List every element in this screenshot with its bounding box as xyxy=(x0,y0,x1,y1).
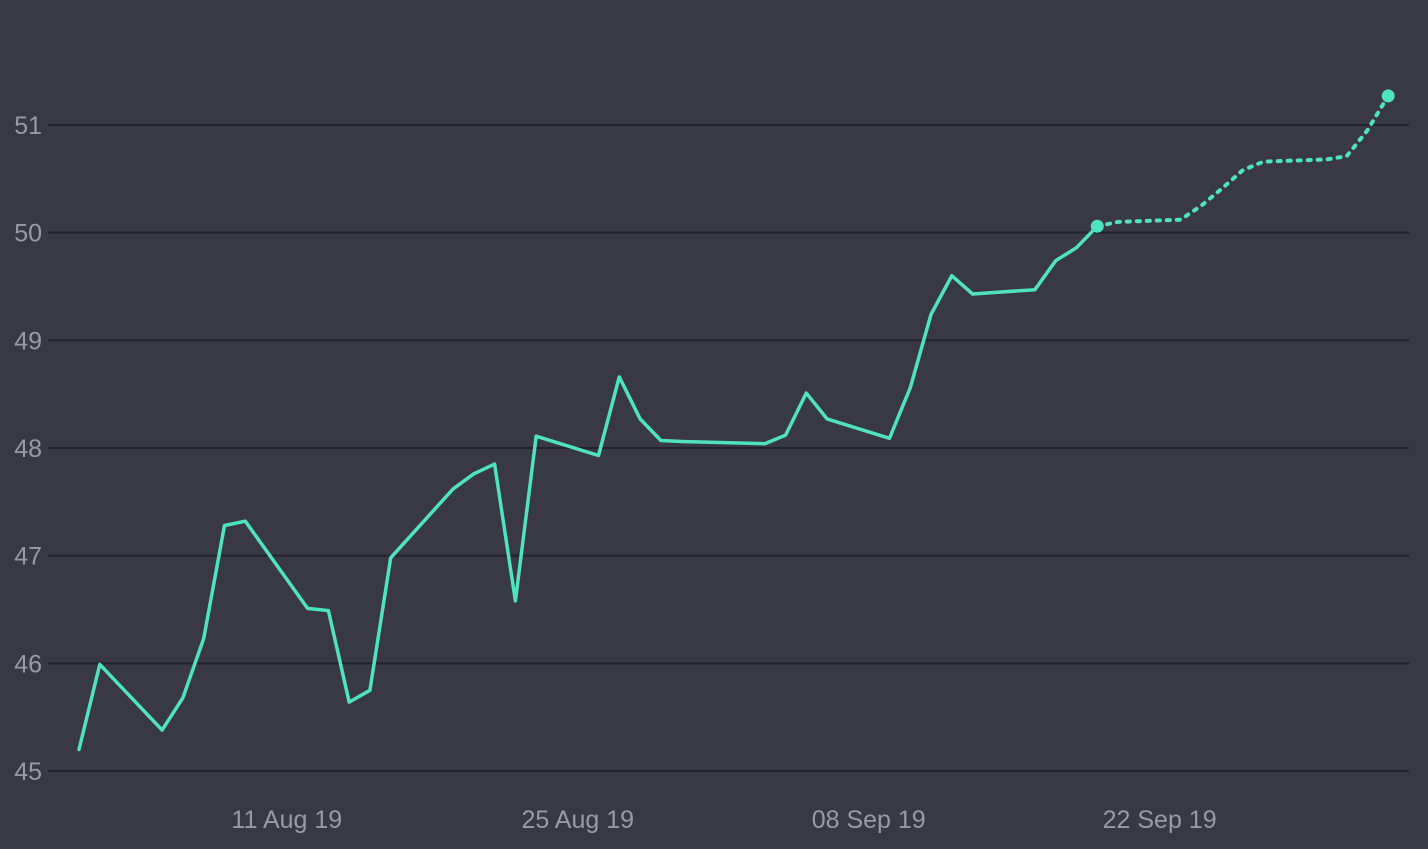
grid-lines xyxy=(48,124,1409,772)
actual-series-line xyxy=(77,224,1100,752)
forecast-end-point[interactable] xyxy=(1381,89,1395,103)
actual-end-point[interactable] xyxy=(1090,219,1104,233)
y-tick-label: 49 xyxy=(14,327,42,355)
forecast-series-line xyxy=(1095,93,1391,229)
y-tick-label: 48 xyxy=(14,435,42,463)
x-tick-label: 08 Sep 19 xyxy=(812,806,926,834)
x-tick-label: 11 Aug 19 xyxy=(231,806,342,834)
y-tick-label: 45 xyxy=(14,758,42,786)
x-tick-label: 25 Aug 19 xyxy=(521,806,634,834)
y-tick-label: 50 xyxy=(14,220,42,248)
y-tick-label: 47 xyxy=(14,543,42,571)
y-tick-label: 51 xyxy=(14,112,42,140)
x-axis: 11 Aug 19 25 Aug 19 08 Sep 19 22 Sep 19 xyxy=(231,806,1216,834)
series-layer xyxy=(77,89,1395,752)
y-axis: 45 46 47 48 49 50 51 xyxy=(14,112,42,786)
y-tick-label: 46 xyxy=(14,650,42,678)
x-tick-label: 22 Sep 19 xyxy=(1103,806,1217,834)
